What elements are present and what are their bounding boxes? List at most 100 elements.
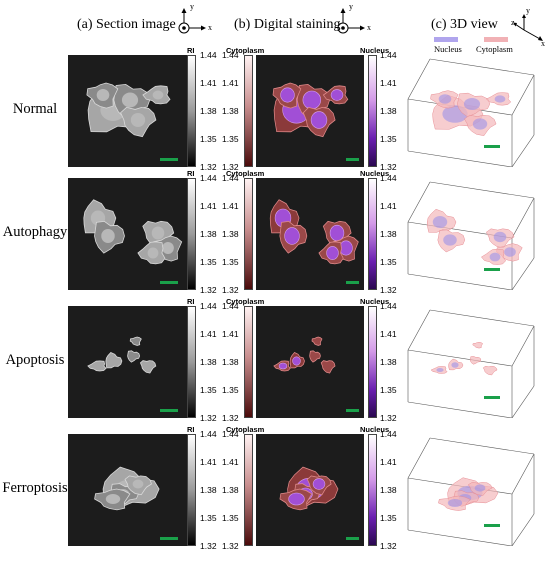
column-title-section-image: (a) Section image	[77, 17, 176, 32]
ri-colorbar-tick: 1.44	[200, 301, 217, 311]
nucleus-colorbar-tick: 1.41	[380, 329, 397, 339]
xy-axis-icon-a	[176, 6, 216, 38]
legend-cytoplasm-label: Cytoplasm	[476, 44, 513, 54]
axis3d-label-y: y	[526, 6, 530, 15]
ri-colorbar-tick: 1.32	[200, 413, 217, 423]
section-image-panel	[68, 434, 188, 546]
cytoplasm-colorbar-tick: 1.32	[222, 413, 239, 423]
nucleus-colorbar	[368, 55, 377, 167]
nucleus-colorbar-tick: 1.38	[380, 106, 397, 116]
legend-cytoplasm-swatch	[484, 37, 508, 42]
ri-colorbar-tick: 1.41	[200, 78, 217, 88]
scale-bar	[346, 409, 359, 412]
cytoplasm-colorbar-title: Cytoplasm	[226, 425, 265, 434]
scale-bar	[484, 396, 500, 399]
nucleus-colorbar-tick: 1.32	[380, 541, 397, 551]
cytoplasm-colorbar-tick: 1.32	[222, 162, 239, 172]
digital-staining-panel	[256, 55, 364, 167]
nucleus-colorbar-tick: 1.41	[380, 457, 397, 467]
ri-colorbar-title: RI	[187, 46, 195, 55]
cytoplasm-colorbar-tick: 1.38	[222, 229, 239, 239]
scale-bar	[484, 268, 500, 271]
ri-colorbar	[187, 434, 196, 546]
axis3d-label-z: z	[511, 18, 515, 27]
axis3d-label-x: x	[541, 39, 545, 48]
cytoplasm-colorbar-tick: 1.35	[222, 513, 239, 523]
scale-bar	[160, 158, 178, 161]
ri-colorbar-tick: 1.38	[200, 229, 217, 239]
nucleus-colorbar-tick: 1.32	[380, 285, 397, 295]
cytoplasm-colorbar-tick: 1.44	[222, 173, 239, 183]
cytoplasm-colorbar-tick: 1.38	[222, 106, 239, 116]
xyz-axis-icon	[512, 12, 548, 48]
cytoplasm-colorbar-tick: 1.32	[222, 541, 239, 551]
cytoplasm-colorbar-tick: 1.41	[222, 329, 239, 339]
xy-axis-icon-b	[335, 6, 375, 38]
volume-3d-panel	[404, 434, 536, 547]
ri-colorbar-tick: 1.32	[200, 285, 217, 295]
volume-3d-panel	[404, 306, 536, 419]
nucleus-colorbar-tick: 1.41	[380, 78, 397, 88]
cytoplasm-colorbar-tick: 1.35	[222, 257, 239, 267]
ri-colorbar-tick: 1.38	[200, 485, 217, 495]
ri-colorbar-tick: 1.35	[200, 257, 217, 267]
cytoplasm-colorbar	[244, 55, 253, 167]
nucleus-colorbar-tick: 1.44	[380, 50, 397, 60]
cytoplasm-colorbar-tick: 1.44	[222, 429, 239, 439]
nucleus-colorbar	[368, 178, 377, 290]
cytoplasm-colorbar-tick: 1.41	[222, 457, 239, 467]
column-title-digital-staining: (b) Digital staining	[234, 17, 341, 32]
nucleus-colorbar	[368, 434, 377, 546]
cytoplasm-colorbar-tick: 1.44	[222, 50, 239, 60]
cytoplasm-colorbar	[244, 178, 253, 290]
cytoplasm-colorbar-title: Cytoplasm	[226, 297, 265, 306]
volume-3d-panel	[404, 178, 536, 291]
nucleus-colorbar	[368, 306, 377, 418]
nucleus-colorbar-title: Nucleus	[360, 425, 390, 434]
ri-colorbar-tick: 1.44	[200, 50, 217, 60]
ri-colorbar-tick: 1.38	[200, 357, 217, 367]
ri-colorbar-tick: 1.35	[200, 385, 217, 395]
nucleus-colorbar-tick: 1.38	[380, 485, 397, 495]
nucleus-colorbar-tick: 1.41	[380, 201, 397, 211]
scale-bar	[346, 537, 359, 540]
cytoplasm-colorbar-title: Cytoplasm	[226, 46, 265, 55]
row-label-autophagy: Autophagy	[2, 224, 68, 240]
cytoplasm-colorbar	[244, 434, 253, 546]
cytoplasm-colorbar-title: Cytoplasm	[226, 169, 265, 178]
nucleus-colorbar-tick: 1.35	[380, 134, 397, 144]
nucleus-colorbar-tick: 1.44	[380, 301, 397, 311]
axis-label-x-b: x	[367, 23, 371, 32]
legend-nucleus-swatch	[434, 37, 458, 42]
cytoplasm-colorbar	[244, 306, 253, 418]
ri-colorbar-tick: 1.35	[200, 513, 217, 523]
scale-bar	[484, 145, 500, 148]
ri-colorbar-tick: 1.41	[200, 329, 217, 339]
nucleus-colorbar-title: Nucleus	[360, 297, 390, 306]
cytoplasm-colorbar-tick: 1.44	[222, 301, 239, 311]
axis-label-x-a: x	[208, 23, 212, 32]
nucleus-colorbar-tick: 1.35	[380, 257, 397, 267]
row-label-apoptosis: Apoptosis	[5, 352, 65, 368]
scale-bar	[160, 281, 178, 284]
cytoplasm-colorbar-tick: 1.32	[222, 285, 239, 295]
scale-bar	[160, 409, 178, 412]
ri-colorbar-title: RI	[187, 169, 195, 178]
row-label-ferroptosis: Ferroptosis	[2, 480, 68, 496]
axis-label-y-a: y	[190, 2, 194, 11]
ri-colorbar-tick: 1.32	[200, 162, 217, 172]
cytoplasm-colorbar-tick: 1.35	[222, 134, 239, 144]
ri-colorbar-tick: 1.32	[200, 541, 217, 551]
ri-colorbar-title: RI	[187, 425, 195, 434]
cytoplasm-colorbar-tick: 1.41	[222, 78, 239, 88]
cytoplasm-colorbar-tick: 1.41	[222, 201, 239, 211]
nucleus-colorbar-title: Nucleus	[360, 169, 390, 178]
nucleus-colorbar-title: Nucleus	[360, 46, 390, 55]
ri-colorbar	[187, 55, 196, 167]
digital-staining-panel	[256, 434, 364, 546]
scale-bar	[160, 537, 178, 540]
legend-nucleus-label: Nucleus	[434, 44, 462, 54]
cytoplasm-colorbar-tick: 1.38	[222, 485, 239, 495]
nucleus-colorbar-tick: 1.35	[380, 513, 397, 523]
ri-colorbar-tick: 1.38	[200, 106, 217, 116]
